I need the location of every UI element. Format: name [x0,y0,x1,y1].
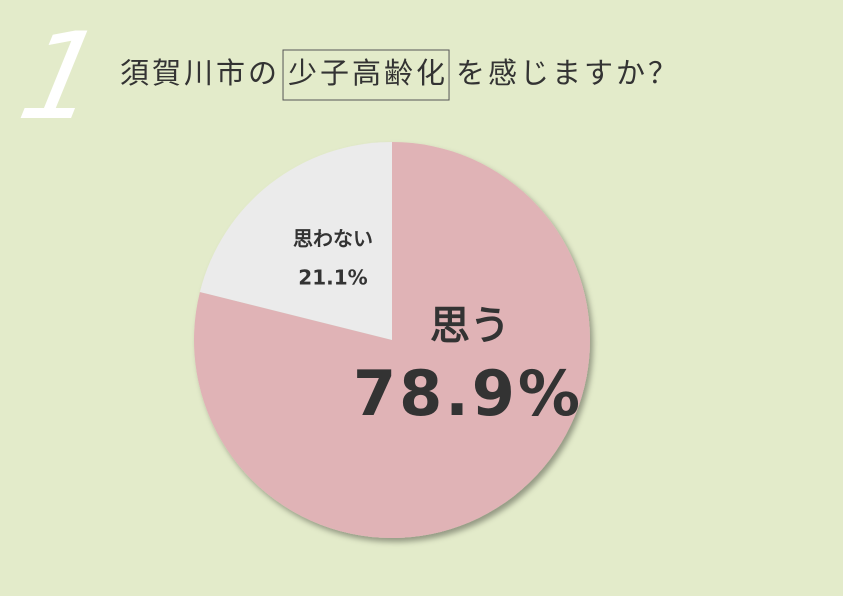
title-part: 少子高齢化 [288,56,448,90]
pie-slice [199,142,392,340]
title-highlight-box [282,49,450,101]
value-label: 21.1% [298,266,367,290]
slice-label: 思わない [293,227,373,251]
pie [194,142,590,538]
title-part: を感じますか？ [456,56,680,90]
slice-label: 思う [430,303,510,349]
title-part: 須賀川市の [120,56,280,90]
value-label: 78.9% [353,357,583,430]
